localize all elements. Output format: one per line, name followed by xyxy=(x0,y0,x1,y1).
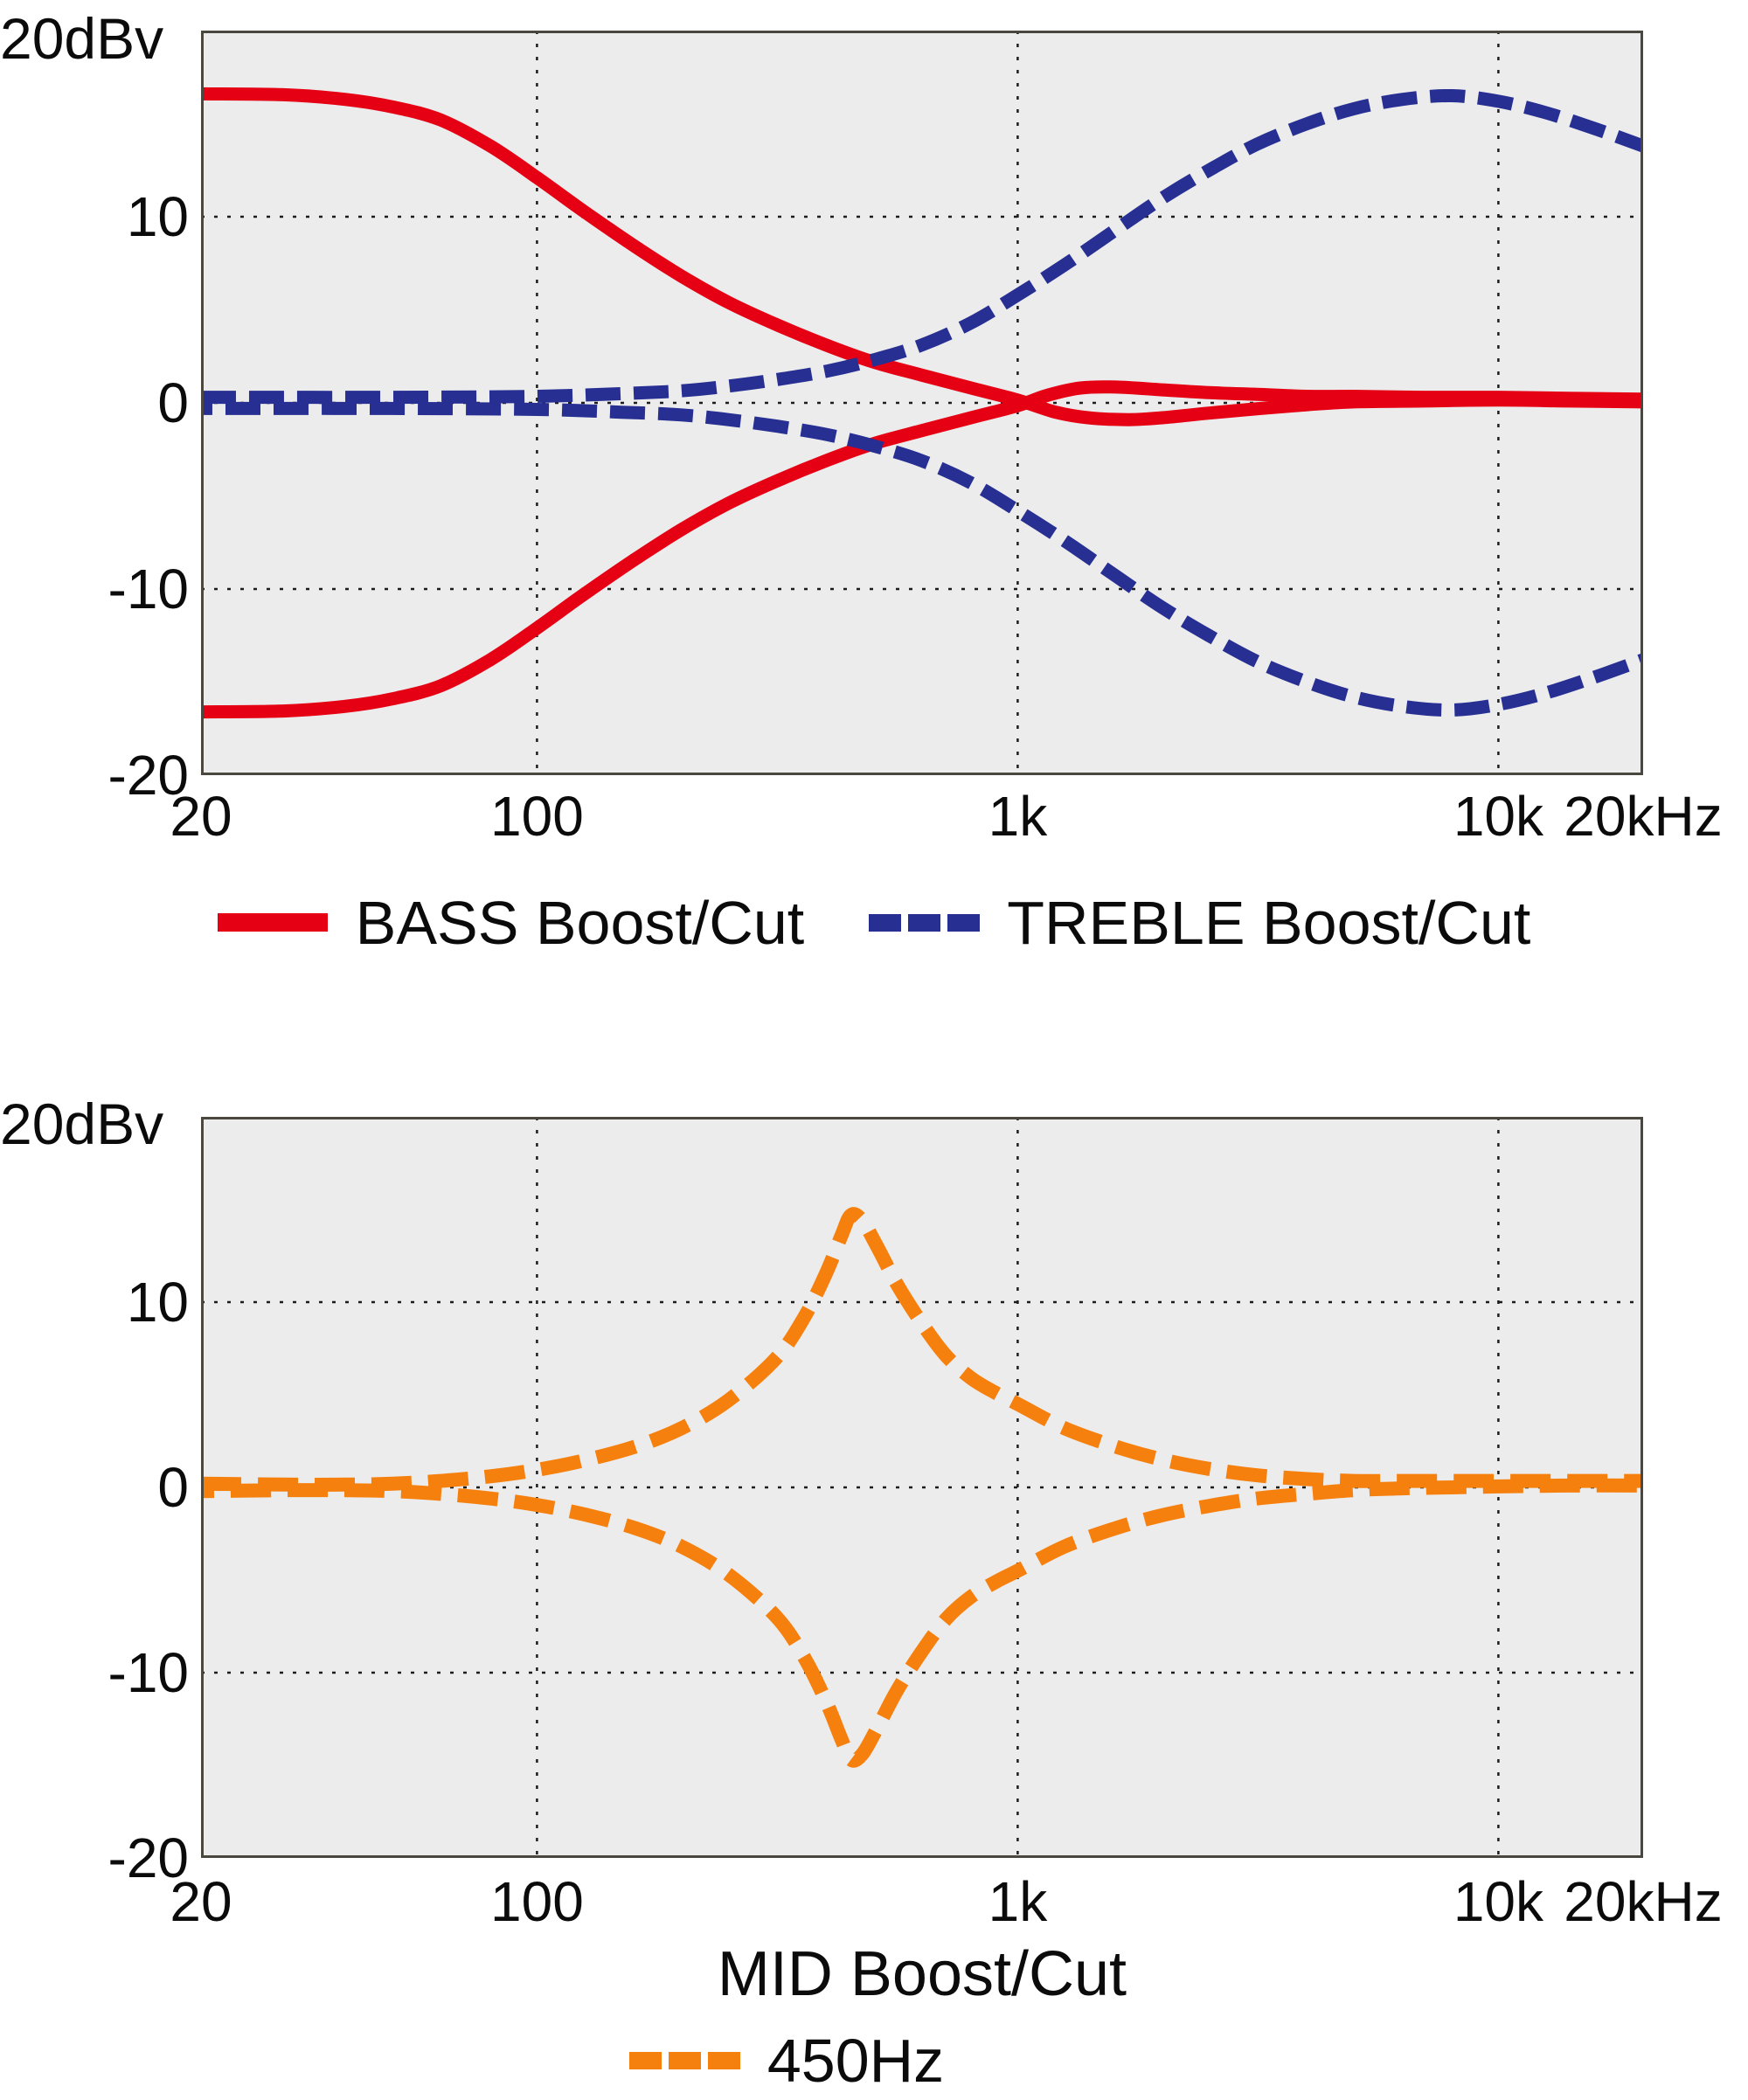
series-path-treble-cut xyxy=(201,401,1643,717)
x-tick-label-100: 100 xyxy=(490,1870,584,1933)
plot-area-bass-treble xyxy=(201,31,1643,775)
y-tick-label--10: -10 xyxy=(108,1641,190,1704)
x-tick-label-20: 20 xyxy=(170,1870,232,1933)
y-tick-label--10: -10 xyxy=(108,558,190,620)
series-path-bass-cut xyxy=(201,380,1643,719)
legend-item-treble-boost-cut: TREBLE Boost/Cut xyxy=(869,888,1530,958)
legend-swatch-450hz xyxy=(628,2052,740,2069)
legend-label: 450Hz xyxy=(766,2027,945,2095)
legend-bass-treble: BASS Boost/Cut TREBLE Boost/Cut xyxy=(0,888,1748,958)
y-axis-unit-label: 20dBv xyxy=(0,1092,164,1156)
x-tick-label-20kHz: 20kHz xyxy=(1564,1870,1723,1933)
series-path-treble-boost xyxy=(201,88,1643,405)
series-path-mid-cut-450hz xyxy=(201,1478,1643,1768)
x-axis-title: MID Boost/Cut xyxy=(717,1939,1127,2009)
y-tick-label-0: 0 xyxy=(157,1456,189,1519)
legend-label: BASS Boost/Cut xyxy=(355,889,805,957)
x-tick-label-1k: 1k xyxy=(988,1870,1048,1933)
x-tick-label-10k: 10k xyxy=(1453,1870,1544,1933)
y-tick-label--20: -20 xyxy=(108,744,190,807)
x-tick-label-1k: 1k xyxy=(988,785,1048,848)
series-path-mid-boost-450hz xyxy=(201,1207,1643,1492)
plot-area-mid xyxy=(201,1117,1643,1858)
legend-label: TREBLE Boost/Cut xyxy=(1007,889,1531,957)
y-tick-label--20: -20 xyxy=(108,1826,190,1889)
plot-border xyxy=(201,31,1643,775)
plot-border xyxy=(201,1117,1643,1858)
x-tick-label-20kHz: 20kHz xyxy=(1564,785,1723,848)
y-tick-label-10: 10 xyxy=(126,1271,189,1334)
legend-item-bass-boost-cut: BASS Boost/Cut xyxy=(217,888,805,958)
x-tick-label-100: 100 xyxy=(490,785,584,848)
x-tick-label-10k: 10k xyxy=(1453,785,1544,848)
y-tick-label-10: 10 xyxy=(126,185,189,248)
legend-swatch-bass-boost-cut xyxy=(217,913,328,932)
x-tick-label-20: 20 xyxy=(170,785,232,848)
legend-item-450hz: 450Hz xyxy=(628,2026,945,2096)
legend-mid: 450Hz xyxy=(0,2026,1661,2096)
legend-swatch-treble-boost-cut xyxy=(869,914,981,932)
y-tick-label-0: 0 xyxy=(157,371,189,434)
y-axis-unit-label: 20dBv xyxy=(0,6,164,71)
